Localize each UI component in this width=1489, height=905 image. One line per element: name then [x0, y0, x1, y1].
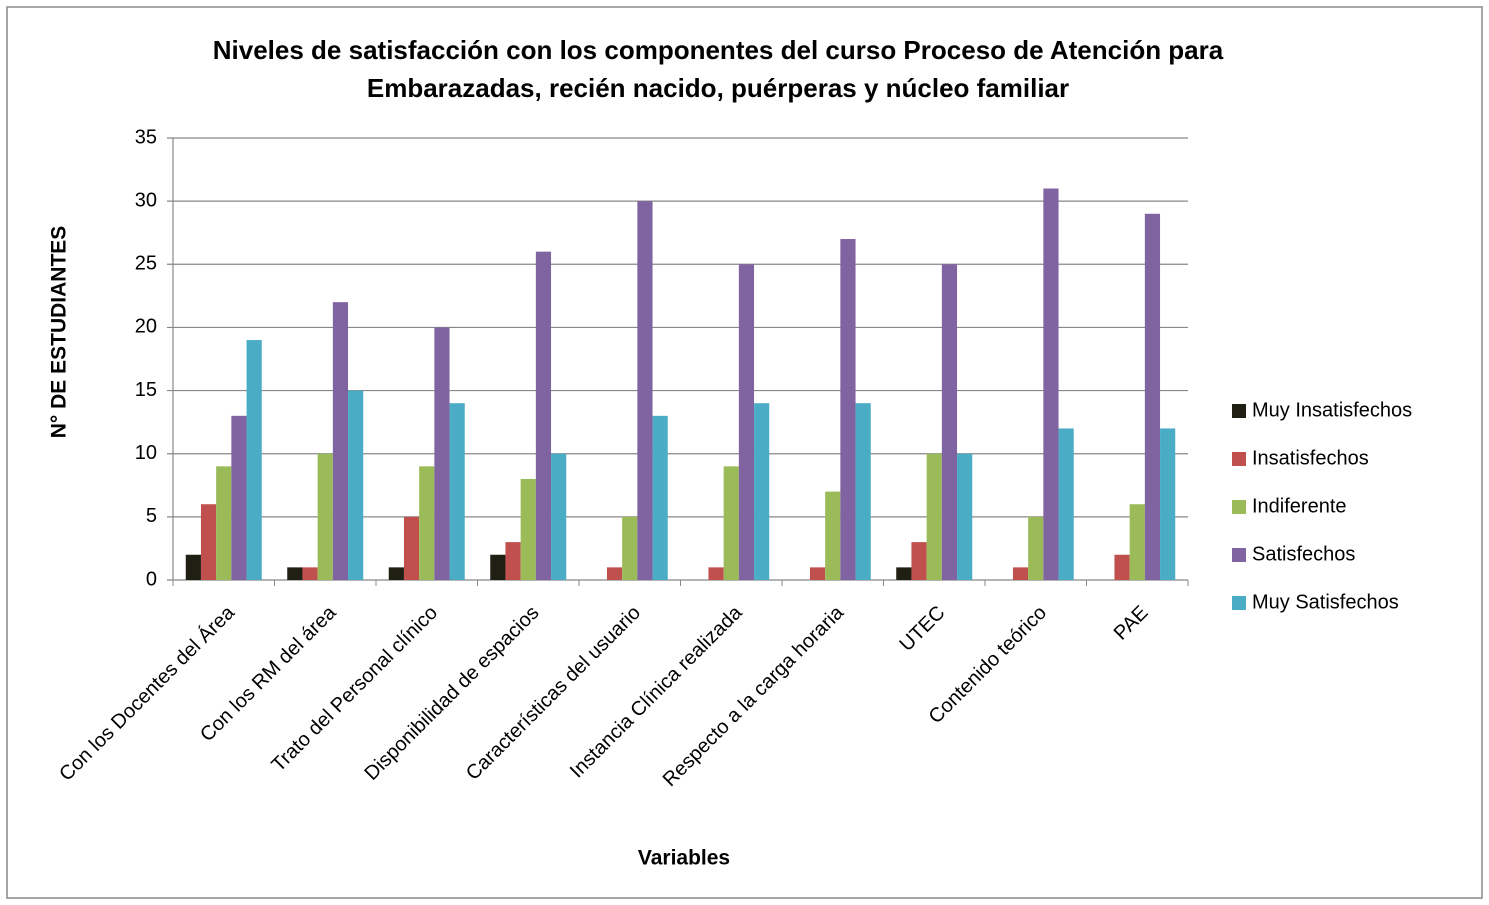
bar: [1043, 188, 1059, 580]
bar: [403, 516, 420, 580]
bar: [505, 542, 521, 580]
bar: [957, 453, 973, 580]
legend-swatch: [1232, 404, 1246, 418]
y-tick-label: 15: [135, 379, 157, 401]
bar: [941, 264, 958, 580]
y-tick-label: 25: [135, 253, 157, 275]
bar: [840, 239, 856, 580]
x-axis-title: Variables: [638, 847, 730, 870]
legend-swatch: [1232, 452, 1246, 466]
bar: [520, 478, 536, 580]
bar: [434, 327, 450, 580]
y-tick-label: 0: [146, 568, 157, 590]
bar: [896, 567, 912, 580]
y-tick-label: 30: [135, 189, 157, 211]
y-tick-label: 10: [135, 442, 157, 464]
bar: [535, 251, 552, 580]
bar: [216, 466, 232, 580]
bar: [419, 466, 435, 580]
bar: [652, 415, 668, 580]
legend-label: Muy Insatisfechos: [1252, 399, 1412, 421]
bar: [809, 567, 826, 580]
legend-label: Insatisfechos: [1252, 447, 1369, 469]
bar: [185, 554, 201, 580]
bar: [637, 201, 653, 580]
bar: [1058, 428, 1074, 580]
bar: [738, 264, 755, 580]
bar: [551, 453, 567, 580]
bar: [622, 516, 638, 580]
legend-label: Indiferente: [1252, 495, 1347, 517]
bar: [606, 567, 623, 580]
bar: [231, 415, 247, 580]
bar: [246, 340, 262, 580]
y-tick-label: 20: [135, 316, 157, 338]
legend-swatch: [1232, 548, 1246, 562]
legend-swatch: [1232, 500, 1246, 514]
bar: [1012, 567, 1029, 580]
legend-label: Muy Satisfechos: [1252, 591, 1399, 613]
bar: [911, 542, 927, 580]
bar: [348, 390, 364, 580]
bar: [317, 453, 333, 580]
chart-title: Niveles de satisfacción con los componen…: [213, 35, 1224, 65]
bar: [1160, 428, 1176, 580]
bar: [449, 403, 465, 580]
bar: [855, 403, 871, 580]
bar: [490, 554, 506, 580]
bar: [825, 491, 841, 580]
bar: [754, 403, 770, 580]
bar: [708, 567, 724, 580]
chart-title: Embarazadas, recién nacido, puérperas y …: [367, 73, 1069, 103]
bar: [388, 567, 404, 580]
legend-swatch: [1232, 596, 1246, 610]
y-tick-label: 35: [135, 126, 157, 148]
bar: [200, 504, 217, 580]
bar: [287, 567, 303, 580]
bar: [302, 567, 318, 580]
bar: [926, 453, 942, 580]
y-tick-label: 5: [146, 505, 157, 527]
bar: [1129, 504, 1145, 580]
bar: [1144, 213, 1161, 580]
legend-label: Satisfechos: [1252, 543, 1355, 565]
bar: [723, 466, 739, 580]
y-axis-title: N° DE ESTUDIANTES: [48, 226, 71, 439]
bar: [1114, 554, 1130, 580]
bar: [1028, 516, 1044, 580]
bar: [332, 302, 349, 580]
